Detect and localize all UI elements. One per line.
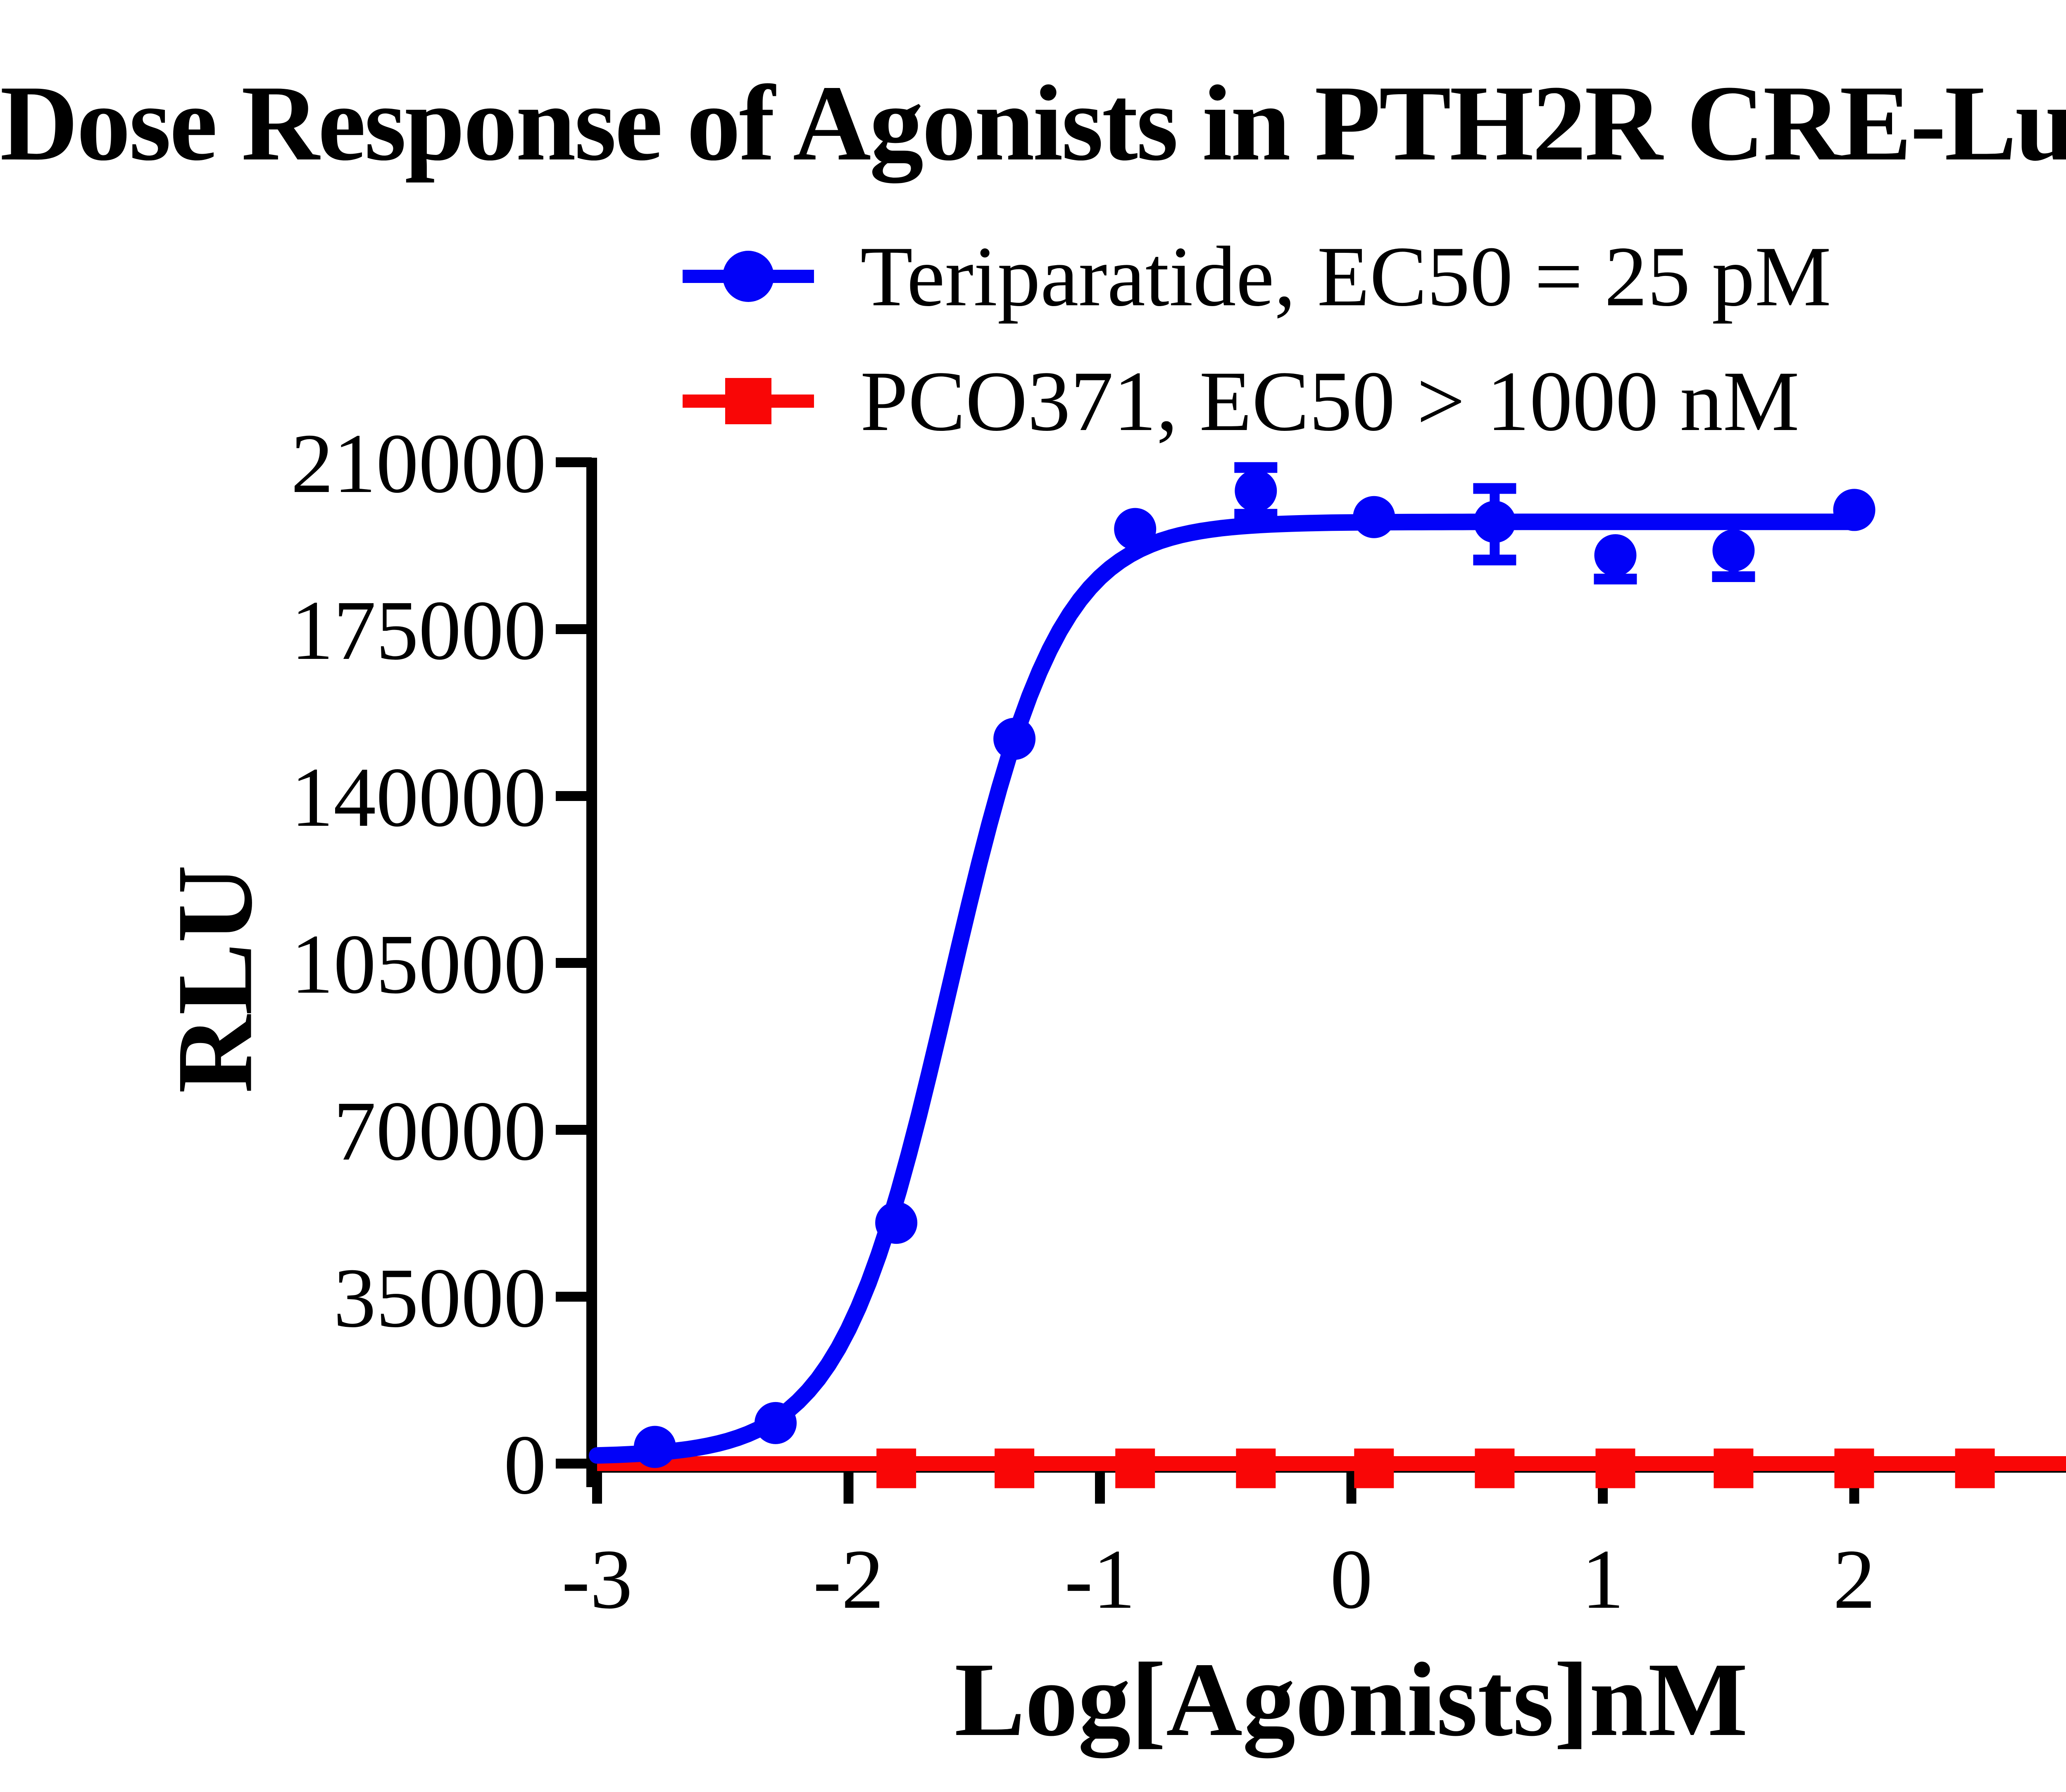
data-point-square	[1595, 1448, 1635, 1488]
data-point-circle	[1353, 496, 1395, 538]
x-tick-label: 1	[1582, 1532, 1624, 1626]
data-point-circle	[1833, 489, 1876, 531]
data-point-square	[995, 1448, 1035, 1488]
data-point-square	[1236, 1448, 1276, 1488]
data-point-circle	[1114, 508, 1157, 550]
data-point-square	[1834, 1448, 1874, 1488]
x-tick-label: -1	[1064, 1532, 1135, 1626]
x-tick-label: -2	[813, 1532, 884, 1626]
data-point-circle	[1594, 534, 1637, 577]
legend-label-teriparatide: Teriparatide, EC50 = 25 pM	[860, 228, 1831, 324]
y-tick-label: 0	[504, 1417, 546, 1512]
data-point-circle	[633, 1426, 676, 1468]
data-point-square	[876, 1448, 916, 1488]
legend-item-teriparatide: Teriparatide, EC50 = 25 pM	[683, 214, 1831, 339]
data-point-circle	[755, 1402, 797, 1444]
circle-marker-icon	[723, 251, 774, 302]
data-point-circle	[1712, 529, 1755, 572]
square-marker-icon	[725, 378, 771, 424]
data-point-circle	[993, 718, 1036, 760]
legend-label-pco371: PCO371, EC50 > 1000 nM	[860, 353, 1799, 449]
data-point-square	[1475, 1448, 1515, 1488]
y-tick-label: 105000	[291, 917, 546, 1011]
y-tick-label: 210000	[291, 416, 546, 511]
x-tick-label: 2	[1833, 1532, 1876, 1626]
data-point-square	[1955, 1448, 1995, 1488]
x-axis-title: Log[Agonists]nM	[954, 1641, 1748, 1758]
y-tick-label: 70000	[333, 1084, 546, 1178]
legend-swatch-teriparatide	[683, 241, 814, 311]
x-tick-label: 0	[1330, 1532, 1373, 1626]
legend-swatch-pco371	[683, 366, 814, 436]
teriparatide-fit-curve	[589, 513, 1863, 1464]
data-point-circle	[875, 1202, 918, 1244]
series-teriparatide	[589, 470, 1876, 1468]
y-tick-label: 140000	[291, 750, 546, 844]
data-point-circle	[1235, 470, 1277, 512]
data-point-square	[1714, 1448, 1754, 1488]
axes: 0 35000 70000 105000 140000 175000 210000 -3 -2 -…	[291, 416, 2066, 1626]
data-point-square	[1115, 1448, 1155, 1488]
data-point-square	[1354, 1448, 1394, 1488]
y-tick-label: 175000	[291, 583, 546, 677]
y-tick-label: 35000	[333, 1250, 546, 1345]
legend-item-pco371: PCO371, EC50 > 1000 nM	[683, 339, 1831, 463]
x-tick-label: -3	[562, 1532, 633, 1626]
series-pco371	[597, 1448, 2066, 1488]
data-point-circle	[1473, 501, 1516, 543]
chart-title: Dose Response of Agonists in PTH2R CRE-L…	[0, 63, 2066, 183]
legend: Teriparatide, EC50 = 25 pM PCO371, EC50 …	[683, 214, 1831, 463]
